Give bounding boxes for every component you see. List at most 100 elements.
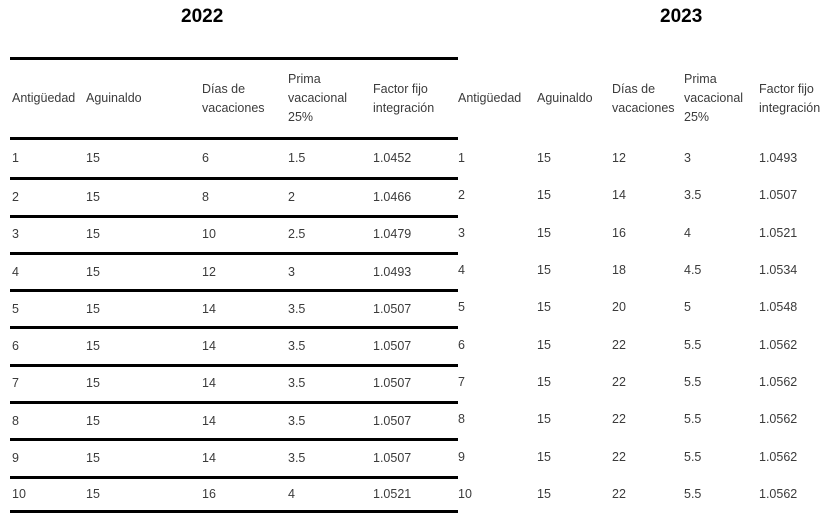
cell-dias-vacaciones: 6 xyxy=(202,151,209,166)
cell-prima-vacacional: 3.5 xyxy=(288,301,306,316)
cell-prima-vacacional: 1.5 xyxy=(288,151,306,166)
cell-aguinaldo: 15 xyxy=(537,225,551,240)
cell-aguinaldo: 15 xyxy=(86,339,100,354)
table-row: 10 15 16 4 1.0521 xyxy=(10,475,458,513)
cell-antiguedad: 8 xyxy=(458,412,465,427)
table-row: 6 15 14 3.5 1.0507 xyxy=(10,326,458,363)
table-row: 1 15 6 1.5 1.0452 xyxy=(10,140,458,177)
cell-factor-integracion: 1.0493 xyxy=(373,264,412,279)
table-row: 2 15 8 2 1.0466 xyxy=(10,177,458,214)
cell-antiguedad: 5 xyxy=(12,301,19,316)
table-row: 5 15 20 5 1.0548 xyxy=(455,289,829,326)
cell-dias-vacaciones: 12 xyxy=(612,151,626,166)
header-antiguedad: Antigüedad xyxy=(12,91,76,105)
cell-prima-vacacional: 5.5 xyxy=(684,412,702,427)
cell-factor-integracion: 1.0562 xyxy=(759,337,798,352)
cell-antiguedad: 4 xyxy=(12,264,19,279)
cell-prima-vacacional: 5.5 xyxy=(684,486,702,501)
cell-factor-integracion: 1.0466 xyxy=(373,189,412,204)
cell-prima-vacacional: 5.5 xyxy=(684,374,702,389)
cell-dias-vacaciones: 16 xyxy=(202,486,216,501)
cell-prima-vacacional: 5.5 xyxy=(684,449,702,464)
table-2023-body: 1 15 12 3 1.0493 2 15 14 3.5 1.0507 3 15 xyxy=(455,140,829,513)
cell-dias-vacaciones: 12 xyxy=(202,264,216,279)
table-row: 4 15 18 4.5 1.0534 xyxy=(455,252,829,289)
cell-dias-vacaciones: 22 xyxy=(612,337,626,352)
cell-prima-vacacional: 2.5 xyxy=(288,227,306,242)
table-2022: 2022 Antigüedad Aguinaldo Días de vacaci… xyxy=(10,0,458,522)
cell-antiguedad: 2 xyxy=(458,188,465,203)
cell-aguinaldo: 15 xyxy=(537,486,551,501)
table-row: 3 15 10 2.5 1.0479 xyxy=(10,214,458,252)
cell-dias-vacaciones: 16 xyxy=(612,225,626,240)
cell-aguinaldo: 15 xyxy=(537,449,551,464)
table-row: 7 15 14 3.5 1.0507 xyxy=(10,363,458,401)
cell-antiguedad: 9 xyxy=(12,451,19,466)
cell-aguinaldo: 15 xyxy=(86,413,100,428)
cell-factor-integracion: 1.0562 xyxy=(759,374,798,389)
cell-antiguedad: 10 xyxy=(458,486,472,501)
cell-antiguedad: 4 xyxy=(458,263,465,278)
cell-aguinaldo: 15 xyxy=(86,301,100,316)
cell-dias-vacaciones: 22 xyxy=(612,412,626,427)
cell-aguinaldo: 15 xyxy=(86,486,100,501)
cell-prima-vacacional: 3.5 xyxy=(684,188,702,203)
cell-factor-integracion: 1.0507 xyxy=(373,376,412,391)
header-factor-integracion: Factor fijo integración xyxy=(373,81,435,115)
cell-factor-integracion: 1.0548 xyxy=(759,300,798,315)
cell-prima-vacacional: 5 xyxy=(684,300,691,315)
cell-aguinaldo: 15 xyxy=(86,151,100,166)
table-2022-header-row: Antigüedad Aguinaldo Días de vacaciones … xyxy=(10,57,458,140)
cell-prima-vacacional: 3.5 xyxy=(288,339,306,354)
cell-antiguedad: 7 xyxy=(458,374,465,389)
cell-dias-vacaciones: 22 xyxy=(612,449,626,464)
cell-antiguedad: 6 xyxy=(458,337,465,352)
header-aguinaldo: Aguinaldo xyxy=(86,91,142,105)
cell-antiguedad: 5 xyxy=(458,300,465,315)
table-2023: 2023 Antigüedad Aguinaldo Días de vacaci… xyxy=(455,0,829,522)
cell-factor-integracion: 1.0507 xyxy=(373,301,412,316)
cell-aguinaldo: 15 xyxy=(86,227,100,242)
cell-dias-vacaciones: 14 xyxy=(202,339,216,354)
header-factor-integracion: Factor fijo integración xyxy=(759,81,821,115)
cell-antiguedad: 9 xyxy=(458,449,465,464)
cell-antiguedad: 3 xyxy=(458,225,465,240)
table-row: 7 15 22 5.5 1.0562 xyxy=(455,364,829,401)
cell-dias-vacaciones: 14 xyxy=(202,413,216,428)
table-row: 10 15 22 5.5 1.0562 xyxy=(455,476,829,513)
cell-factor-integracion: 1.0507 xyxy=(759,188,798,203)
cell-dias-vacaciones: 22 xyxy=(612,374,626,389)
cell-prima-vacacional: 3 xyxy=(288,264,295,279)
header-antiguedad: Antigüedad xyxy=(458,91,522,105)
cell-prima-vacacional: 4 xyxy=(288,486,295,501)
cell-dias-vacaciones: 14 xyxy=(612,188,626,203)
cell-antiguedad: 1 xyxy=(458,151,465,166)
cell-dias-vacaciones: 18 xyxy=(612,263,626,278)
cell-aguinaldo: 15 xyxy=(537,337,551,352)
cell-factor-integracion: 1.0534 xyxy=(759,263,798,278)
cell-factor-integracion: 1.0562 xyxy=(759,449,798,464)
table-2022-title: 2022 xyxy=(181,6,224,27)
cell-antiguedad: 6 xyxy=(12,339,19,354)
cell-factor-integracion: 1.0562 xyxy=(759,412,798,427)
header-prima-vacacional: Prima vacacional 25% xyxy=(288,72,348,124)
cell-prima-vacacional: 2 xyxy=(288,189,295,204)
cell-antiguedad: 1 xyxy=(12,151,19,166)
cell-antiguedad: 2 xyxy=(12,189,19,204)
cell-factor-integracion: 1.0562 xyxy=(759,486,798,501)
table-2023-title: 2023 xyxy=(660,6,703,27)
cell-antiguedad: 7 xyxy=(12,376,19,391)
cell-antiguedad: 10 xyxy=(12,486,26,501)
cell-prima-vacacional: 3 xyxy=(684,151,691,166)
table-row: 5 15 14 3.5 1.0507 xyxy=(10,289,458,326)
table-row: 4 15 12 3 1.0493 xyxy=(10,251,458,289)
cell-aguinaldo: 15 xyxy=(537,300,551,315)
cell-prima-vacacional: 5.5 xyxy=(684,337,702,352)
cell-prima-vacacional: 4.5 xyxy=(684,263,702,278)
table-row: 6 15 22 5.5 1.0562 xyxy=(455,326,829,363)
cell-factor-integracion: 1.0521 xyxy=(759,225,798,240)
cell-dias-vacaciones: 14 xyxy=(202,301,216,316)
cell-aguinaldo: 15 xyxy=(86,451,100,466)
cell-prima-vacacional: 3.5 xyxy=(288,413,306,428)
cell-factor-integracion: 1.0479 xyxy=(373,227,412,242)
